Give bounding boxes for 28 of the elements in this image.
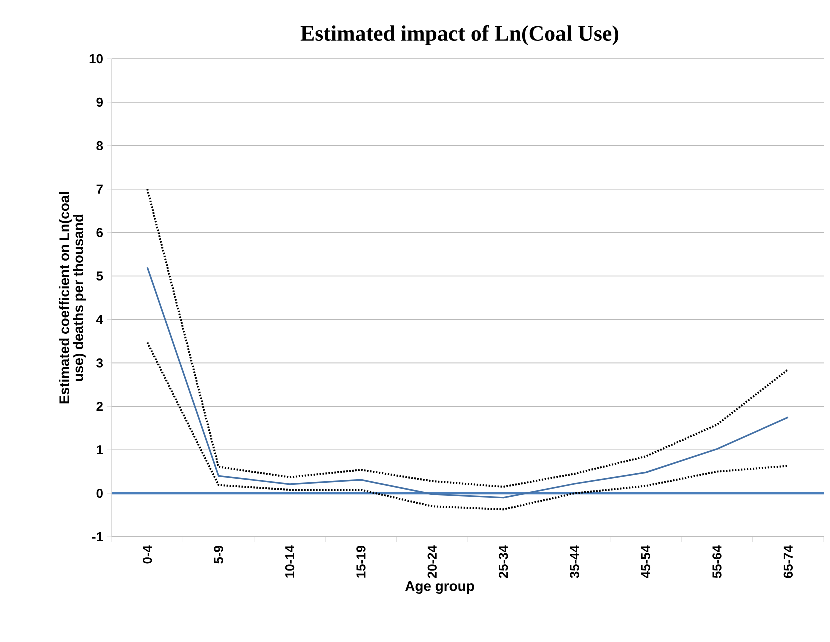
line-series [146, 188, 790, 488]
chart-title: Estimated impact of Ln(Coal Use) [300, 25, 619, 46]
x-tick-label: 5-9 [214, 546, 224, 564]
x-axis-title: Age group [405, 581, 474, 594]
x-tick-label: 0-4 [143, 546, 152, 564]
y-tick-label: 3 [96, 358, 104, 368]
y-tick-label: 2 [96, 402, 103, 412]
y-tick-label: -1 [92, 532, 104, 542]
y-tick-label: 1 [97, 446, 104, 455]
x-tick-label: 25-34 [499, 546, 508, 578]
x-tick-label: 35-44 [570, 546, 580, 578]
y-axis-title: Estimated coefficient on Ln(coal use) deaths per thousand [59, 192, 86, 404]
line-series [146, 342, 790, 511]
y-tick-label: 0 [96, 488, 103, 498]
y-tick-label: 9 [96, 98, 103, 108]
y-tick-label: 5 [96, 272, 104, 281]
y-tick-label: 4 [96, 315, 104, 324]
x-tick-label: 55-64 [712, 546, 722, 578]
x-tick-label: 15-19 [356, 546, 366, 578]
y-tick-label: 7 [96, 184, 103, 194]
x-tick-label: 20-24 [428, 546, 437, 578]
line-series [146, 266, 790, 499]
x-tick-label: 10-14 [285, 546, 295, 578]
y-tick-label: 8 [96, 141, 104, 150]
x-tick-label: 45-54 [642, 546, 651, 578]
x-tick-label: 65-74 [784, 546, 793, 578]
y-tick-label: 10 [90, 54, 103, 64]
y-tick-label: 6 [96, 228, 104, 238]
